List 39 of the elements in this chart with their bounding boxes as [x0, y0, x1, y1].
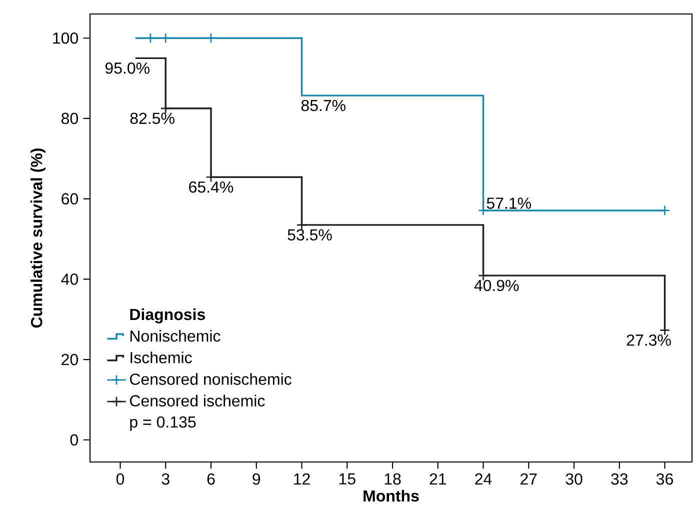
y-axis-title: Cumulative survival (%) — [30, 148, 46, 328]
x-tick-label: 36 — [656, 473, 673, 485]
y-tick-label: 80 — [62, 112, 78, 124]
legend-title: Diagnosis — [130, 308, 205, 324]
x-tick-label: 21 — [430, 473, 446, 485]
annotation: 82.5% — [130, 112, 174, 124]
legend-label: Ischemic — [130, 352, 192, 364]
y-tick-label: 0 — [70, 434, 78, 446]
x-tick-label: 24 — [475, 473, 492, 485]
y-tick-label: 60 — [62, 193, 78, 204]
x-tick-label: 9 — [252, 473, 260, 485]
x-tick-label: 33 — [611, 473, 628, 485]
annotation: p = 0.135 — [130, 416, 196, 431]
x-axis-title: Months — [364, 490, 419, 502]
x-tick-label: 27 — [520, 473, 537, 485]
annotation: 85.7% — [301, 100, 346, 112]
point — [659, 205, 670, 216]
annotation: 27.3% — [626, 334, 671, 346]
x-tick-label: 15 — [339, 473, 356, 485]
point — [145, 32, 156, 44]
point — [206, 32, 216, 44]
y-tick-label: 20 — [62, 354, 78, 366]
point — [160, 32, 171, 44]
annotation: 95.0% — [105, 62, 150, 74]
annotation: 65.4% — [189, 181, 234, 193]
y-tick-label: 40 — [61, 274, 78, 285]
x-tick-label: 30 — [566, 473, 582, 485]
x-tick-label: 6 — [207, 473, 215, 485]
annotation: 53.5% — [288, 229, 332, 241]
x-tick-label: 12 — [294, 473, 310, 485]
y-tick-label: 100 — [53, 32, 78, 44]
x-tick-label: 18 — [384, 473, 401, 485]
legend-label: Nonischemic — [130, 330, 220, 342]
legend-label: Censored ischemic — [130, 394, 265, 406]
x-tick-label: 3 — [162, 473, 170, 485]
annotation: 57.1% — [486, 198, 531, 209]
x-tick-label: 0 — [116, 473, 124, 485]
legend-label: Censored nonischemic — [130, 373, 292, 385]
annotation: 40.9% — [474, 280, 519, 292]
